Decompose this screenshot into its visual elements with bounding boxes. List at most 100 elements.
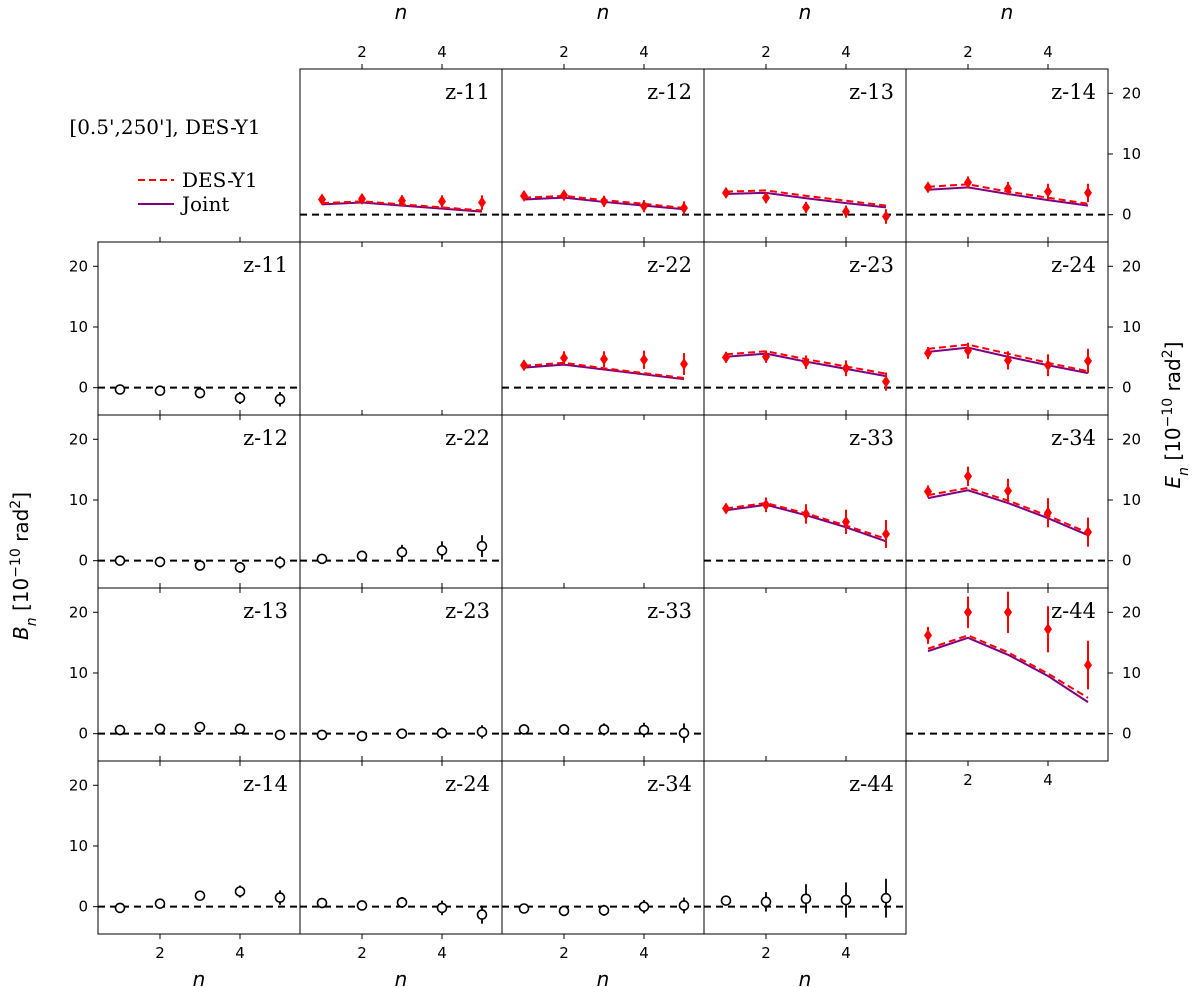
e-mode-point	[1044, 506, 1052, 519]
panel-label: z-13	[849, 80, 894, 104]
x-tick-label: 4	[1043, 771, 1053, 789]
b-mode-point	[114, 724, 126, 736]
e-mode-point	[640, 200, 648, 213]
y-tick-label: 0	[1122, 206, 1132, 224]
e-mode-point	[882, 210, 890, 223]
panel-label: z-14	[1051, 80, 1096, 104]
b-mode-point	[638, 724, 650, 736]
b-mode-point	[316, 553, 328, 565]
panel-label: z-34	[1051, 426, 1096, 450]
e-mode-point	[438, 195, 446, 208]
figure-title: [0.5',250'], DES-Y1	[69, 115, 260, 139]
panel-label: z-33	[849, 426, 894, 450]
e-mode-point	[318, 193, 326, 206]
b-mode-point	[558, 724, 570, 735]
panel-frame	[703, 760, 907, 935]
panel-label: z-11	[243, 253, 288, 277]
b-mode-point	[274, 892, 286, 903]
b-mode-point	[396, 728, 408, 739]
x-tick-label: 4	[639, 944, 649, 962]
e-mode-point	[802, 356, 810, 369]
panel-e-z-24: 0 10 20 z-24	[905, 237, 1141, 420]
joint-model-line	[725, 191, 887, 209]
x-axis-label: n	[395, 967, 408, 987]
panel-e-z-22: z-22	[501, 237, 705, 420]
b-mode-point	[154, 385, 166, 397]
e-mode-point	[964, 176, 972, 189]
x-tick-label: 2	[963, 771, 973, 789]
y-tick-label: 20	[69, 603, 88, 621]
e-mode-point	[680, 358, 688, 371]
y-tick-label: 0	[78, 725, 88, 743]
panel-label: z-22	[445, 426, 490, 450]
panel-b-z-22: z-22	[299, 410, 503, 593]
e-mode-point	[600, 195, 608, 208]
joint-model-line	[523, 363, 685, 381]
x-tick-label: 2	[963, 43, 973, 61]
panel-b-z-13: 0 10 20 z-13	[69, 583, 301, 766]
panel-b-z-44: 2 4 n z-44	[703, 756, 907, 987]
b-mode-point	[840, 894, 852, 906]
e-mode-point	[1084, 526, 1092, 539]
panel-b-z-11: 0 10 20 z-11	[69, 237, 301, 420]
b-mode-point	[396, 546, 408, 558]
e-mode-point	[924, 347, 932, 360]
b-mode-point	[114, 555, 126, 566]
e-mode-point	[762, 350, 770, 363]
b-mode-point	[154, 556, 166, 568]
desy1-model-line	[725, 189, 887, 207]
panel-b-z-34: 2 4 n z-34	[501, 756, 705, 987]
y-tick-label: 10	[1122, 145, 1141, 163]
y-tick-label: 20	[69, 257, 88, 275]
panel-b-z-14: 0 10 20 2 4 n z-14	[69, 756, 301, 987]
e-mode-point	[520, 189, 528, 202]
y-axis-label-e-mode: En [10−10 rad2]	[1160, 342, 1192, 489]
y-tick-label: 10	[69, 491, 88, 509]
x-tick-label: 2	[357, 944, 367, 962]
e-mode-point	[560, 351, 568, 364]
panel-label: z-22	[647, 253, 692, 277]
b-mode-point	[396, 897, 408, 908]
legend-label: DES-Y1	[182, 168, 258, 192]
y-tick-label: 0	[1122, 552, 1132, 570]
b-mode-point	[436, 902, 448, 914]
b-mode-point	[234, 392, 246, 404]
e-mode-point	[1084, 354, 1092, 367]
y-axis-label-b-mode: Bn [10−10 rad2]	[8, 492, 40, 640]
e-mode-point	[640, 353, 648, 366]
panel-e-z-14: 0 10 20 2 4 n z-14	[905, 0, 1141, 247]
panel-label: z-14	[243, 772, 288, 796]
x-tick-label: 4	[235, 944, 245, 962]
e-mode-point	[600, 353, 608, 366]
b-mode-point	[274, 393, 286, 405]
y-tick-label: 0	[78, 898, 88, 916]
b-mode-point	[316, 729, 328, 741]
x-tick-label: 2	[761, 944, 771, 962]
x-tick-label: 2	[559, 944, 569, 962]
b-mode-point	[598, 905, 610, 916]
panel-e-z-44: 0 10 20 2 4 z-44	[905, 583, 1141, 789]
b-mode-point	[436, 545, 448, 556]
e-mode-point	[964, 606, 972, 619]
e-mode-point	[1004, 182, 1012, 195]
e-mode-point	[560, 189, 568, 202]
e-mode-point	[842, 205, 850, 218]
e-mode-point	[398, 194, 406, 207]
x-axis-label: n	[597, 967, 610, 987]
b-mode-point	[194, 721, 206, 733]
panel-label: z-13	[243, 599, 288, 623]
b-mode-point	[678, 727, 690, 739]
e-mode-point	[1084, 186, 1092, 199]
b-mode-point	[518, 903, 530, 914]
b-mode-point	[476, 909, 488, 920]
desy1-model-line	[523, 361, 685, 379]
e-mode-point	[358, 192, 366, 205]
b-mode-point	[114, 384, 126, 395]
b-mode-point	[274, 729, 286, 741]
b-mode-point	[356, 730, 368, 742]
y-tick-label: 0	[1122, 725, 1132, 743]
panel-e-z-12: 2 4 n z-12	[501, 0, 705, 247]
e-mode-point	[762, 191, 770, 204]
